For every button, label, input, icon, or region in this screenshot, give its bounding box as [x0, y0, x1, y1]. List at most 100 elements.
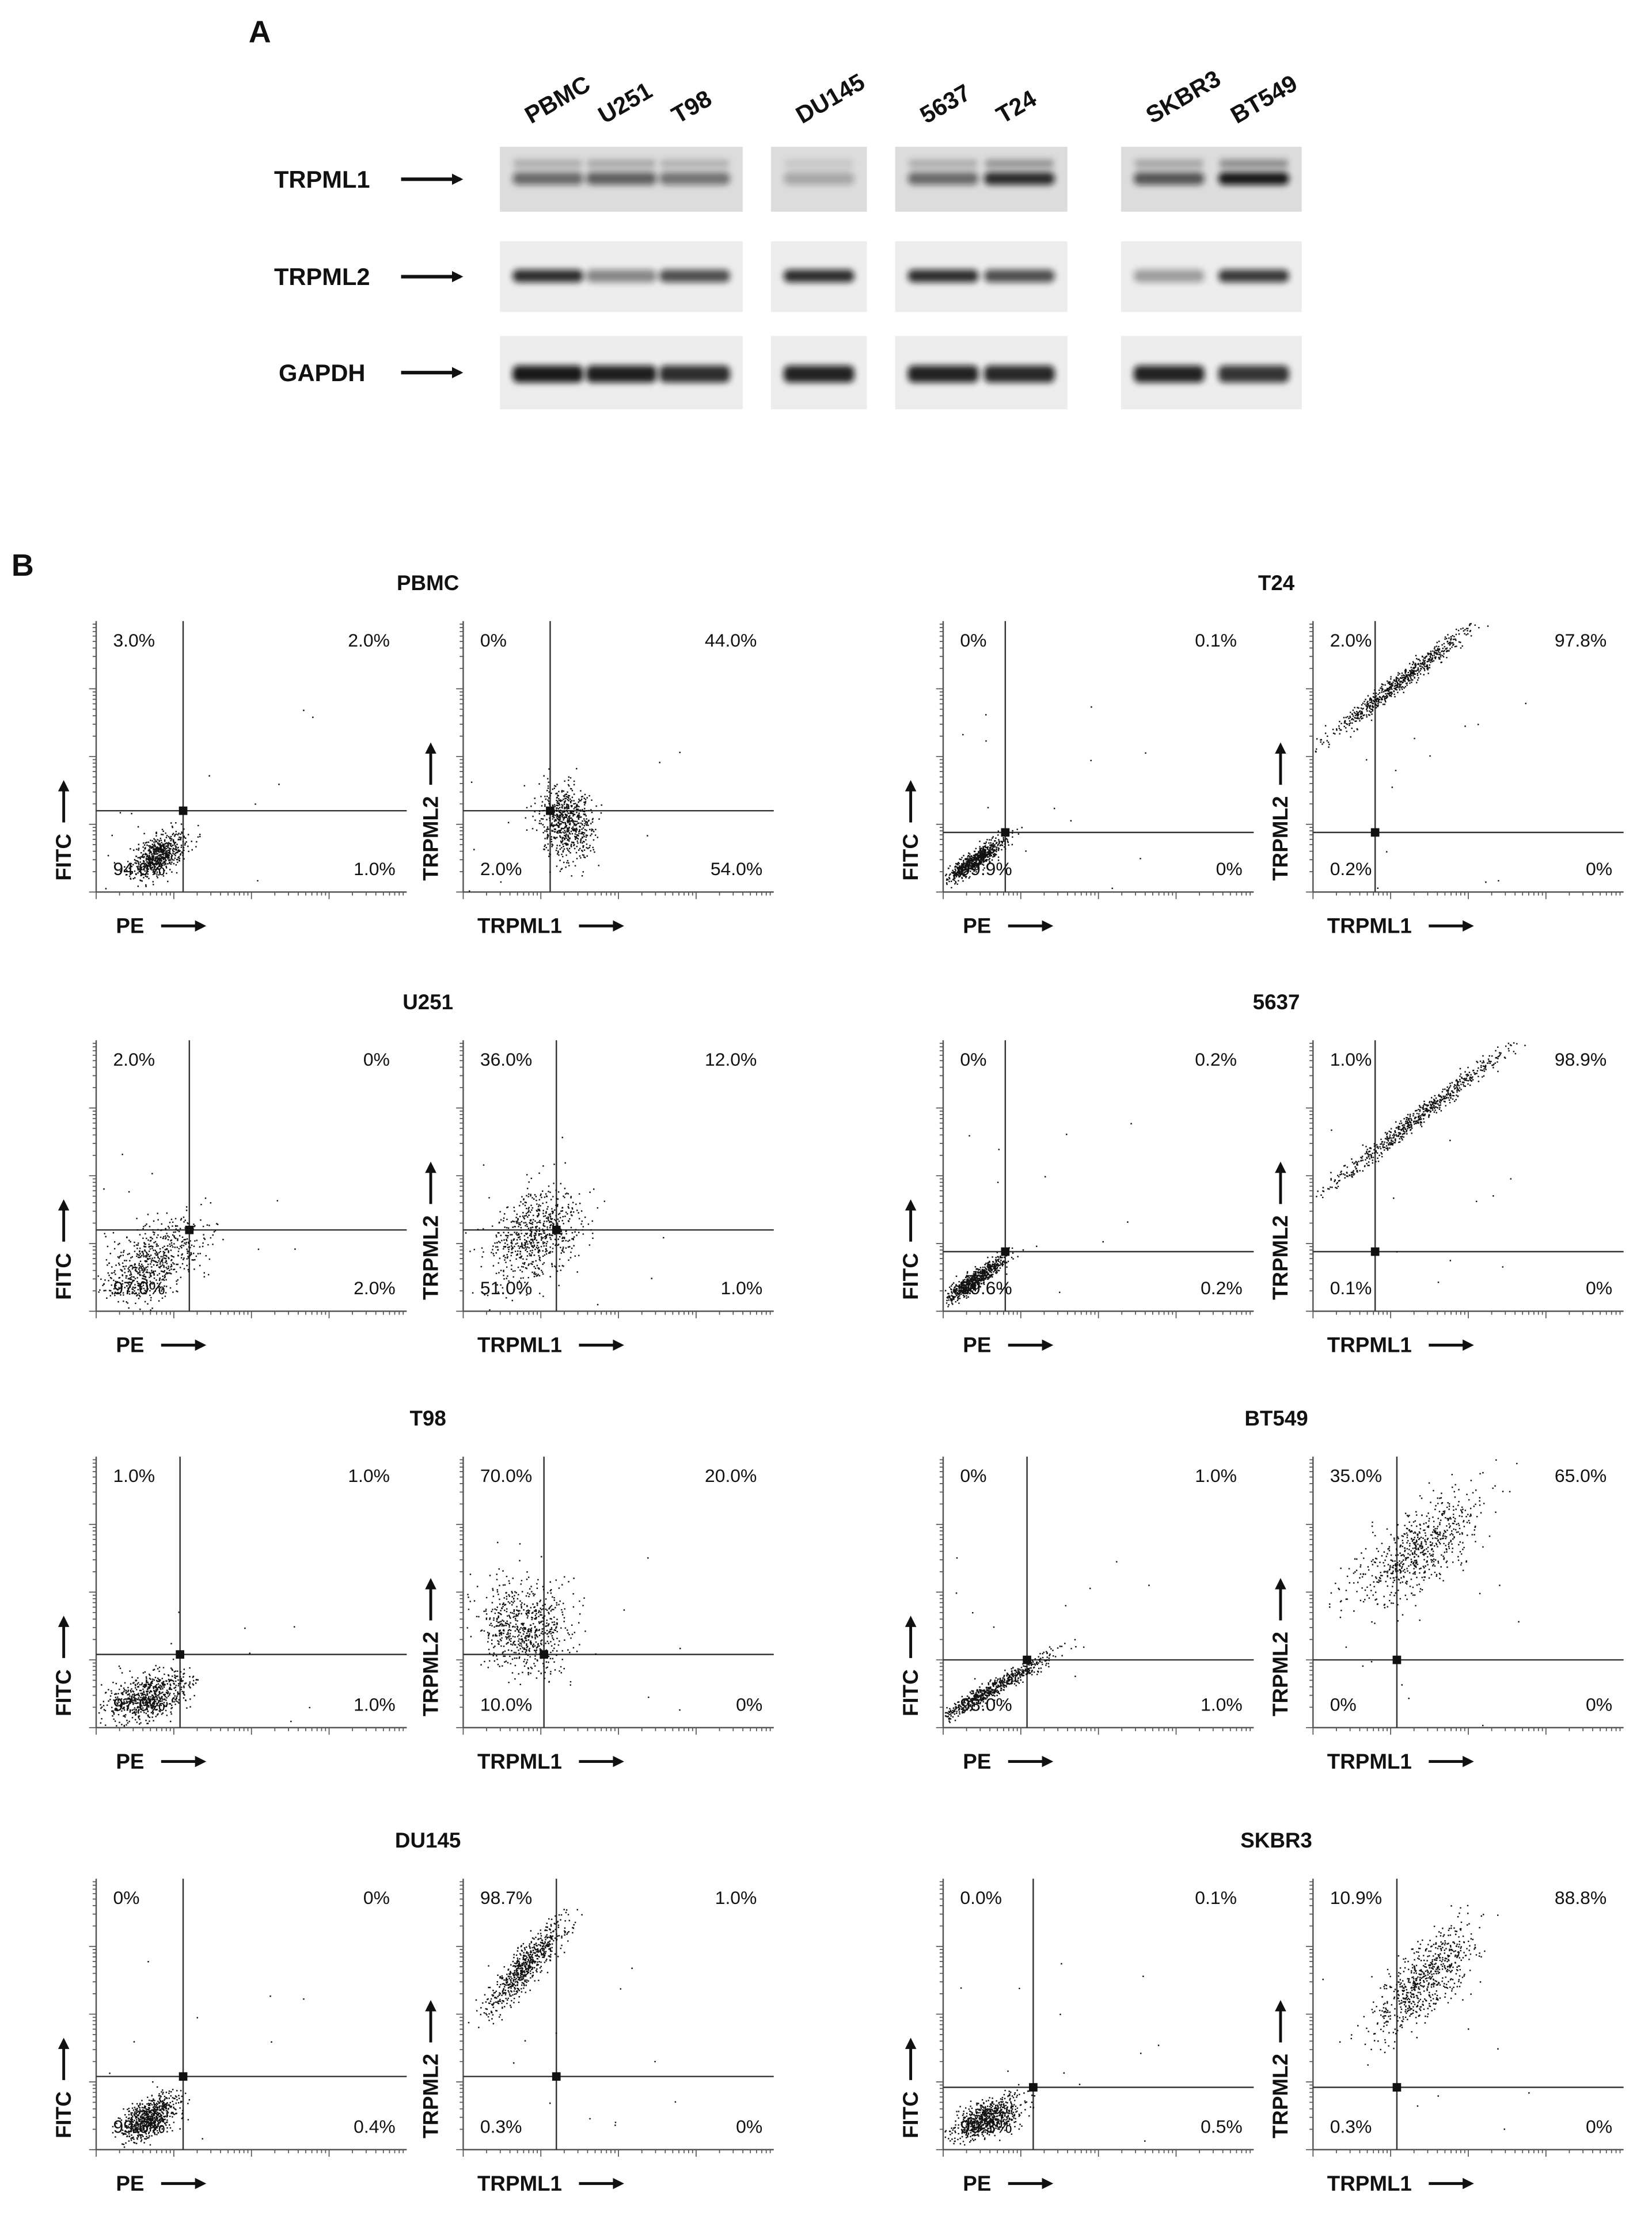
quadrant-percent: 98.7% — [480, 1887, 532, 1908]
band — [984, 269, 1055, 283]
band — [785, 159, 853, 168]
quadrant-percent: 0% — [1586, 858, 1612, 879]
quadrant-percent: 1.0% — [715, 1887, 757, 1908]
quadrant-percent: 0% — [1330, 1694, 1357, 1715]
flow-plot: 10.9% 88.8% 0.3% 0% TRPML1 TRPML2 — [1269, 1879, 1624, 2195]
protein-label: TRPML2 — [274, 263, 370, 290]
flow-plot: 0.0% 0.1% 99.3% 0.5% PE FITC — [899, 1879, 1254, 2195]
scatter-points — [109, 1960, 305, 2148]
x-axis-label: PE — [116, 2172, 144, 2195]
quadrant-percent: 2.0% — [1330, 630, 1372, 651]
quadrant-percent: 44.0% — [705, 630, 757, 651]
lane-label: T98 — [667, 85, 716, 129]
quadrant-percent: 2.0% — [113, 1049, 155, 1070]
x-axis-label: PE — [116, 914, 144, 938]
quadrant-percent: 0.2% — [1330, 858, 1372, 879]
quadrant-percent: 99.3% — [960, 2116, 1012, 2137]
quadrant-percent: 97.0% — [113, 1278, 165, 1298]
y-axis-label: FITC — [52, 1253, 75, 1300]
sample-title: U251 — [402, 990, 453, 1014]
quadrant-percent: 2.0% — [354, 1278, 396, 1298]
gate-marker — [176, 1650, 185, 1659]
quadrant-percent: 1.0% — [354, 858, 396, 879]
gate-marker — [1370, 1247, 1380, 1256]
quadrant-percent: 99.6% — [960, 1278, 1012, 1298]
panel-label: B — [12, 548, 34, 583]
quadrant-percent: 2.0% — [348, 630, 390, 651]
band — [783, 269, 855, 283]
tick-marks — [936, 1459, 1251, 1735]
quadrant-percent: 0% — [1586, 1278, 1612, 1298]
quadrant-percent: 0.2% — [1201, 1278, 1243, 1298]
band — [1218, 172, 1289, 185]
flow-plot: 2.0% 0% 97.0% 2.0% PE FITC — [52, 1040, 407, 1357]
band — [659, 269, 730, 283]
scatter-points — [1322, 1905, 1530, 2130]
y-axis-label: FITC — [899, 1253, 922, 1300]
band — [1218, 365, 1289, 383]
x-axis-label: PE — [963, 1333, 991, 1357]
tick-marks — [1306, 1881, 1621, 2157]
scatter-points — [469, 751, 681, 892]
quadrant-percent: 0% — [960, 630, 986, 651]
y-axis-label: FITC — [52, 2091, 75, 2138]
quadrant-percent: 1.0% — [721, 1278, 763, 1298]
quadrant-percent: 0% — [363, 1049, 390, 1070]
quadrant-percent: 1.0% — [348, 1465, 390, 1486]
x-axis-label: TRPML1 — [1327, 914, 1412, 938]
band — [985, 159, 1054, 168]
quadrant-percent: 20.0% — [705, 1465, 757, 1486]
quadrant-percent: 0% — [960, 1049, 986, 1070]
quadrant-percent: 99.9% — [960, 858, 1012, 879]
scatter-points — [1315, 623, 1526, 890]
band — [586, 365, 657, 383]
quadrant-percent: 3.0% — [113, 630, 155, 651]
x-axis-label: PE — [116, 1750, 144, 1773]
quadrant-percent: 0.1% — [1195, 1887, 1237, 1908]
quadrant-percent: 0.1% — [1330, 1278, 1372, 1298]
tick-marks — [1306, 1043, 1621, 1318]
lane-label: DU145 — [791, 68, 869, 129]
gate-marker — [552, 2072, 561, 2081]
quadrant-percent: 98.0% — [960, 1694, 1012, 1715]
quadrant-percent: 98.9% — [1555, 1049, 1607, 1070]
band — [984, 365, 1055, 383]
y-axis-label: TRPML2 — [419, 1215, 442, 1300]
lane-label: SKBR3 — [1141, 64, 1225, 128]
scatter-points — [944, 1557, 1150, 1723]
y-axis-label: FITC — [899, 2091, 922, 2138]
y-axis-label: FITC — [899, 834, 922, 881]
quadrant-percent: 12.0% — [705, 1049, 757, 1070]
flow-plot: 2.0% 97.8% 0.2% 0% TRPML1 TRPML2 — [1269, 621, 1624, 938]
y-axis-label: FITC — [899, 1669, 922, 1716]
x-axis-label: PE — [963, 1750, 991, 1773]
y-axis-label: TRPML2 — [1269, 1215, 1292, 1300]
x-axis-label: PE — [116, 1333, 144, 1357]
scatter-points — [468, 1909, 677, 2126]
quadrant-percent: 35.0% — [1330, 1465, 1382, 1486]
y-axis-label: TRPML2 — [1269, 796, 1292, 881]
gate-marker — [546, 806, 555, 815]
flow-plot: 0% 0.1% 99.9% 0% PE FITC — [899, 621, 1254, 938]
tick-marks — [89, 1881, 404, 2157]
x-axis-label: PE — [963, 2172, 991, 2195]
flow-plot: 3.0% 2.0% 94.0% 1.0% PE FITC — [52, 621, 407, 938]
quadrant-percent: 1.0% — [1201, 1694, 1243, 1715]
flow-plot: 0% 1.0% 98.0% 1.0% PE FITC — [899, 1457, 1254, 1773]
quadrant-percent: 0% — [113, 1887, 139, 1908]
gate-marker — [179, 2072, 188, 2081]
band — [586, 269, 657, 283]
band — [512, 172, 583, 185]
flow-plot: 36.0% 12.0% 51.0% 1.0% TRPML1 TRPML2 — [419, 1040, 774, 1357]
sample-title: BT549 — [1244, 1407, 1308, 1430]
quadrant-percent: 1.0% — [1330, 1049, 1372, 1070]
lane-label: U251 — [594, 77, 657, 129]
panel-label: A — [249, 15, 271, 50]
tick-marks — [456, 1459, 771, 1735]
tick-marks — [936, 1043, 1251, 1318]
tick-marks — [89, 624, 404, 899]
band — [907, 172, 979, 185]
x-axis-label: TRPML1 — [1327, 2172, 1412, 2195]
